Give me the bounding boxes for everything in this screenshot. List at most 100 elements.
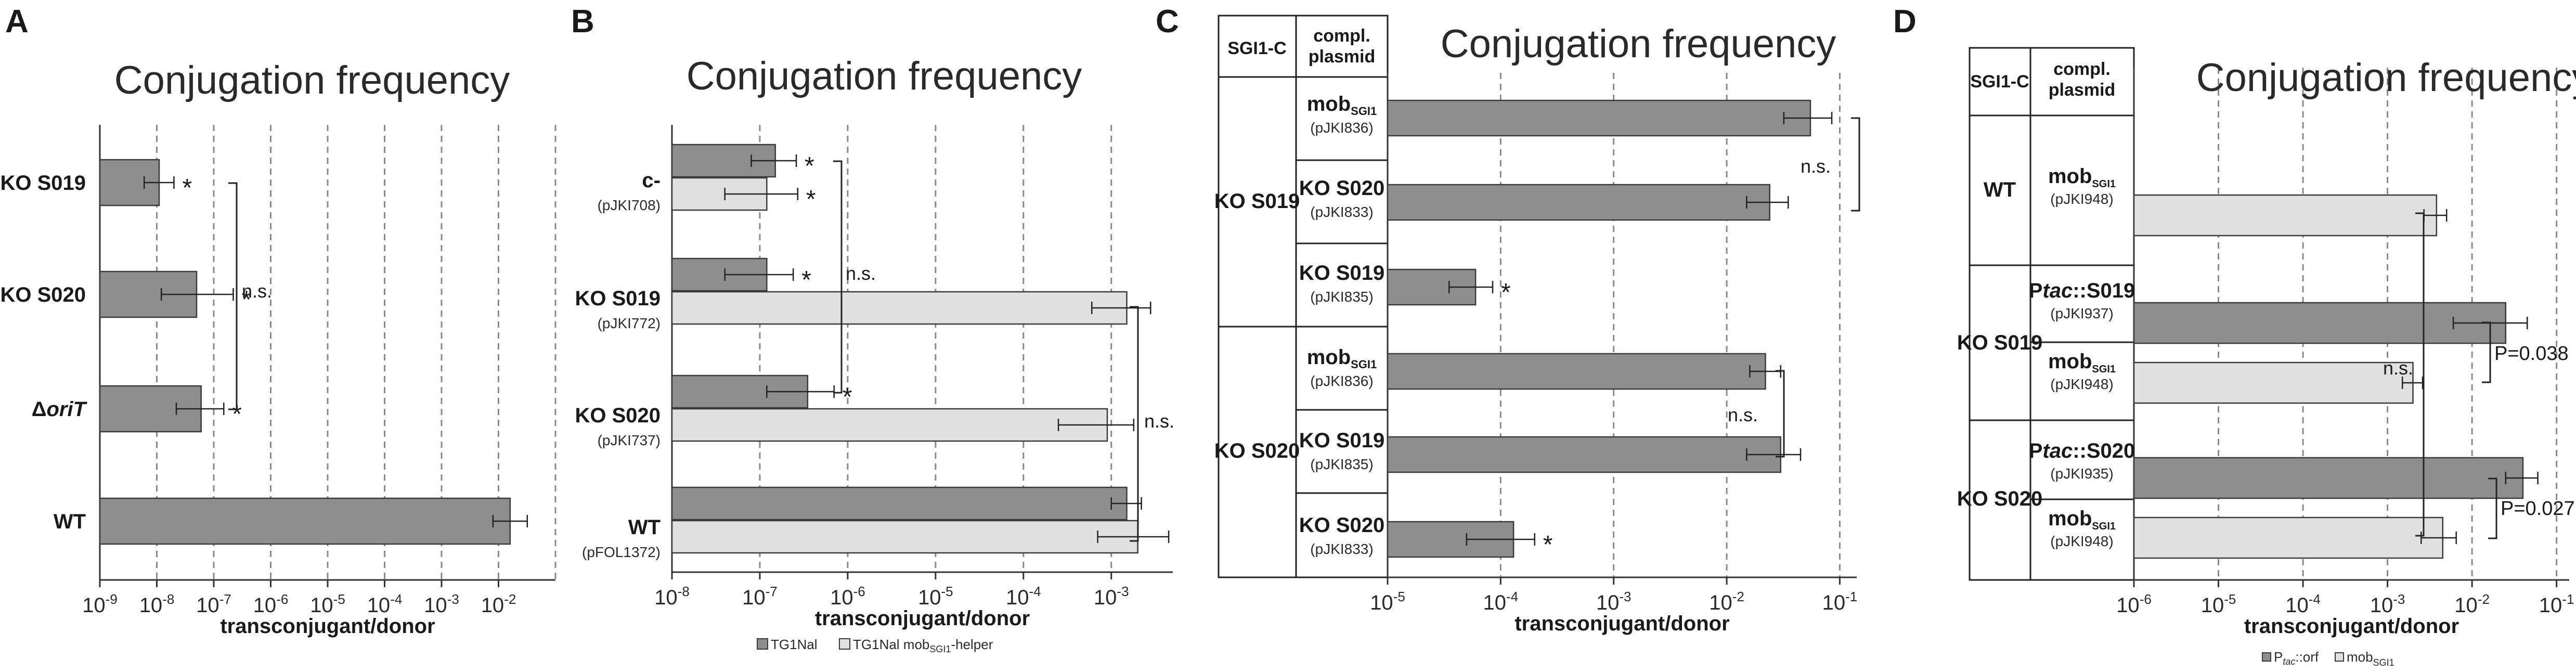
bar-dark — [2133, 302, 2507, 344]
row-sublabel: (pJKI737) — [598, 432, 661, 448]
group-label: KO S019 — [1957, 331, 2043, 354]
bar-dark — [1387, 99, 1811, 137]
table-header: SGI1-C — [1227, 38, 1286, 58]
x-tick-label: 10-4 — [1483, 589, 1519, 614]
table-header: plasmid — [1309, 47, 1375, 67]
bracket-label: n.s. — [1728, 404, 1758, 425]
row-label: mobSGI1 — [1307, 93, 1377, 118]
x-tick-label: 10-5 — [1370, 589, 1405, 614]
row-sublabel: (pJKI948) — [2050, 376, 2113, 392]
x-tick-label: 10-6 — [2116, 591, 2152, 617]
significance-bracket — [1776, 370, 1785, 458]
x-tick-label: 10-3 — [1596, 589, 1632, 614]
bar-dark — [2133, 457, 2524, 499]
x-axis-label: transconjugant/donor — [2244, 615, 2459, 638]
significance-bracket — [2482, 321, 2491, 383]
chart-title: Conjugation frequency — [1441, 22, 1836, 66]
x-tick-label: 10-4 — [1006, 584, 1041, 609]
row-sublabel: (pJKI772) — [598, 315, 661, 331]
row-label: KO S020 — [575, 404, 661, 427]
bar-light — [671, 408, 1108, 442]
row-label: mobSGI1 — [2048, 350, 2116, 375]
significance-star: * — [232, 400, 242, 428]
x-tick-label: 10-3 — [1094, 584, 1129, 609]
bar-light — [2133, 361, 2414, 404]
x-tick-label: 10-2 — [481, 591, 516, 617]
bracket-label: n.s. — [1801, 156, 1831, 177]
legend-label: TG1Nal — [771, 637, 818, 652]
panel-label: C — [1156, 4, 1179, 40]
bracket-label: n.s. — [846, 263, 876, 284]
x-tick-label: 10-7 — [196, 591, 231, 617]
x-tick-label: 10-7 — [742, 584, 778, 609]
x-axis-label: transconjugant/donor — [220, 615, 435, 638]
x-tick-label: 10-9 — [82, 591, 118, 617]
row-label: WT — [54, 510, 86, 533]
row-label: KO S019 — [1299, 262, 1385, 285]
significance-star: * — [801, 266, 811, 294]
row-label: Ptac::S020 — [2029, 440, 2135, 462]
x-tick-label: 10-4 — [2285, 591, 2321, 617]
row-sublabel: (pJKI948) — [2050, 533, 2113, 549]
bracket-label: n.s. — [2383, 357, 2413, 379]
bracket-label: P=0.027 — [2501, 498, 2575, 520]
group-label: KO S020 — [1214, 440, 1300, 462]
x-tick-label: 10-6 — [830, 584, 865, 609]
row-sublabel: (pJKI708) — [598, 197, 661, 213]
x-tick-label: 10-6 — [253, 591, 289, 617]
row-sublabel: (pJKI835) — [1310, 456, 1373, 472]
row-label: ΔoriT — [32, 398, 88, 421]
x-tick-label: 10-5 — [918, 584, 953, 609]
bracket-label: n.s. — [1144, 410, 1174, 432]
panel-label: A — [5, 4, 29, 40]
legend-swatch-light — [2335, 652, 2344, 662]
legend-swatch-dark — [757, 638, 768, 650]
x-tick-label: 10-8 — [139, 591, 175, 617]
significance-star: * — [843, 383, 852, 411]
group-label: WT — [1984, 178, 2016, 201]
x-tick-label: 10-5 — [310, 591, 345, 617]
x-tick-label: 10-8 — [654, 584, 690, 609]
significance-star: * — [805, 152, 814, 180]
bar-dark — [671, 486, 1128, 521]
row-sublabel: (pJKI836) — [1310, 373, 1373, 389]
x-axis-label: transconjugant/donor — [1514, 612, 1729, 635]
significance-star: * — [241, 286, 251, 314]
group-label: KO S019 — [1214, 190, 1300, 213]
chart-title: Conjugation frequency — [114, 58, 510, 102]
row-label: KO S020 — [0, 283, 86, 306]
significance-bracket — [2488, 477, 2497, 539]
bar-dark — [1387, 436, 1782, 473]
legend-swatch-light — [839, 638, 850, 650]
bracket-label: n.s. — [242, 280, 272, 302]
row-label: KO S020 — [1299, 177, 1385, 200]
significance-bracket — [1851, 117, 1860, 212]
x-tick-label: 10-5 — [2201, 591, 2236, 617]
x-tick-label: 10-1 — [1822, 589, 1858, 614]
x-axis-label: transconjugant/donor — [815, 607, 1030, 630]
x-tick-label: 10-3 — [424, 591, 459, 617]
table-header: SGI1-C — [1970, 72, 2029, 92]
bar-light — [671, 291, 1128, 325]
table-header: plasmid — [2049, 80, 2115, 100]
x-tick-label: 10-2 — [2454, 591, 2490, 617]
x-tick-label: 10-3 — [2370, 591, 2405, 617]
significance-bracket — [228, 182, 238, 410]
group-label: KO S020 — [1957, 487, 2043, 510]
bar-light — [671, 520, 1138, 554]
row-label: KO S019 — [575, 287, 661, 310]
x-tick-label: 10-2 — [1709, 589, 1744, 614]
row-label: KO S019 — [0, 172, 86, 195]
row-sublabel: (pJKI833) — [1310, 204, 1373, 220]
row-label: KO S020 — [1299, 514, 1385, 537]
row-label: mobSGI1 — [2048, 507, 2116, 532]
panel-label: B — [571, 4, 594, 40]
table-header: compl. — [2053, 59, 2111, 79]
legend-label: Ptac::orf — [2274, 649, 2319, 667]
chart-title: Conjugation frequency — [687, 54, 1082, 98]
row-sublabel: (pJKI836) — [1310, 120, 1373, 136]
legend-label: TG1Nal mobSGI1-helper — [853, 637, 993, 654]
significance-star: * — [806, 186, 816, 213]
legend-label: mobSGI1 — [2347, 649, 2394, 668]
bar-dark — [1387, 184, 1770, 221]
